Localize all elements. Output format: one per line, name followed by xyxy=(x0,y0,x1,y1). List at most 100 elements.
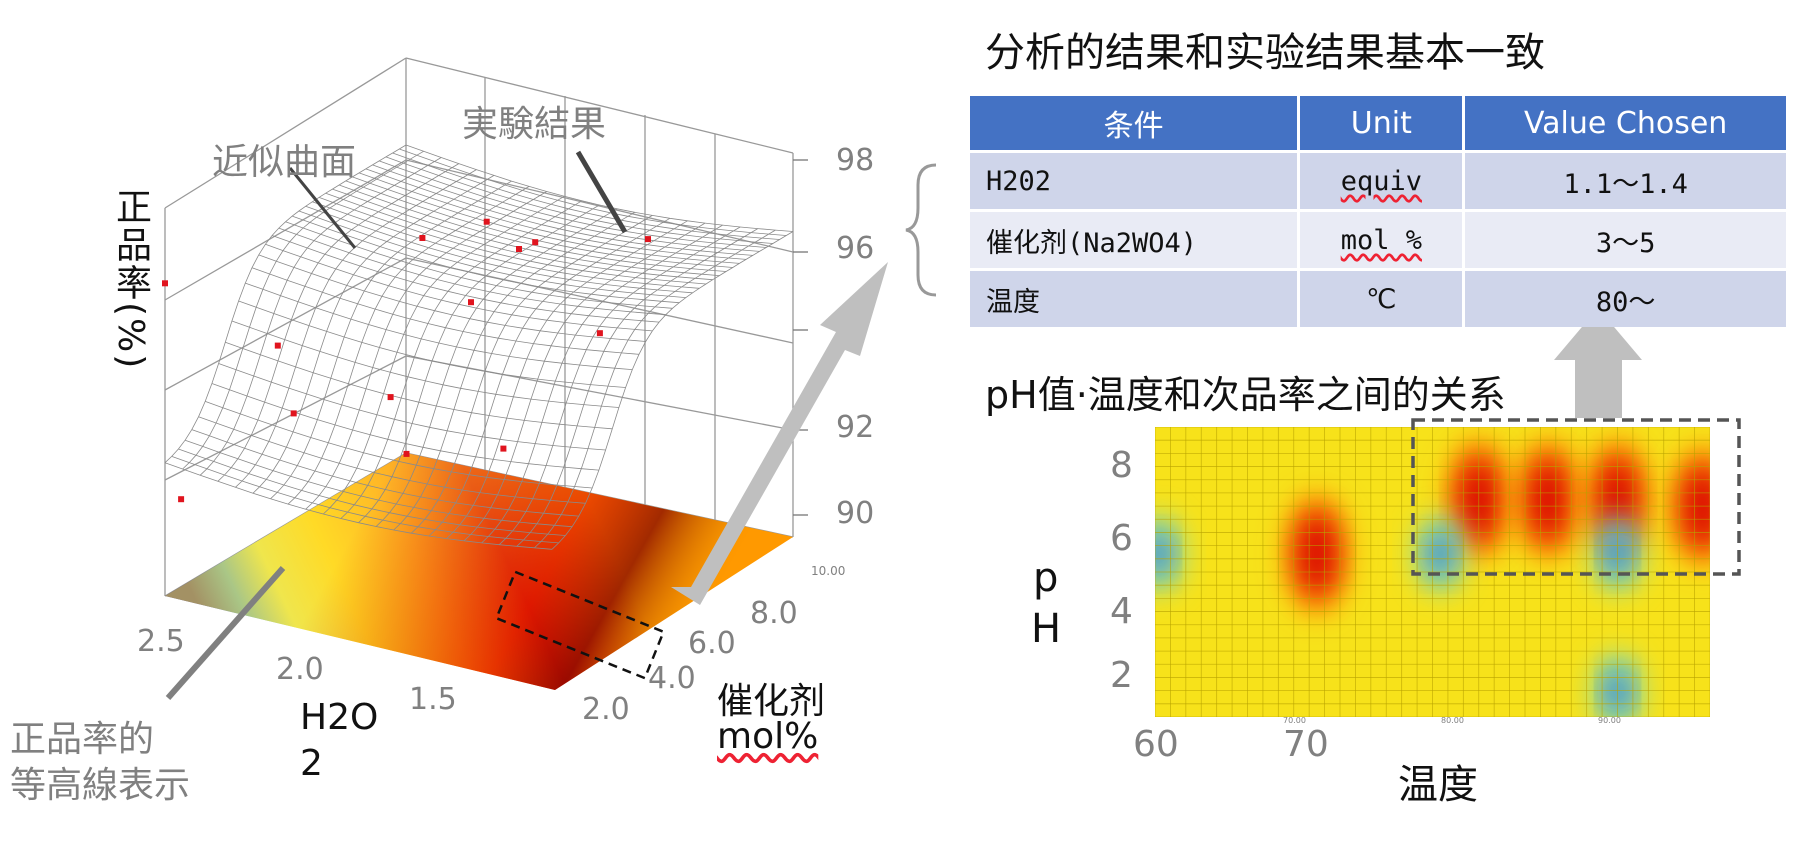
table-header-condition: 条件 xyxy=(970,96,1301,150)
table-cell: 温度 xyxy=(970,268,1301,327)
experiment-point xyxy=(387,394,394,401)
table-cell: 80〜 xyxy=(1465,268,1786,327)
experiment-point xyxy=(419,235,426,241)
table-row: H202 equiv 1.1〜1.4 xyxy=(970,150,1786,209)
experiment-point xyxy=(290,410,297,417)
surface-mesh-line xyxy=(217,163,460,482)
y-tick-8.0: 8.0 xyxy=(750,596,798,631)
surface-mesh-line xyxy=(534,229,776,549)
heatmap-x-small-tick-70: 70.00 xyxy=(1283,716,1306,725)
surface-mesh-line xyxy=(481,224,723,544)
contour-floor xyxy=(165,453,793,690)
heatmap-title: pH值·温度和次品率之间的关系 xyxy=(985,373,1506,417)
heatmap-grid xyxy=(1155,427,1710,717)
surface-mesh-line xyxy=(270,180,512,500)
experiment-point xyxy=(500,445,507,452)
experiment-point xyxy=(274,342,281,349)
heatmap-ylabel-h: H xyxy=(1031,606,1062,652)
experiment-point xyxy=(645,236,651,243)
heatmap-hot-spot-core xyxy=(1682,464,1710,549)
x-tick-2.0: 2.0 xyxy=(276,652,324,687)
heatmap-ylabel-p: p xyxy=(1033,555,1059,601)
heatmap-y-tick-6: 6 xyxy=(1110,518,1133,559)
conditions-table: 条件 Unit Value Chosen H202 equiv 1.1〜1.4 … xyxy=(970,96,1786,327)
surface-mesh-line xyxy=(411,215,653,534)
surface-mesh-line xyxy=(323,195,565,515)
experiment-point xyxy=(468,299,474,306)
heatmap-x-small-tick-80: 80.00 xyxy=(1441,716,1464,725)
heatmap-cool-spot-core xyxy=(1155,533,1171,574)
heatmap-x-tick-70: 70 xyxy=(1283,724,1329,765)
experiment-point xyxy=(403,450,410,457)
experiment-point xyxy=(483,218,490,225)
pointer-line-contour xyxy=(165,566,286,700)
surface-mesh-line xyxy=(199,157,442,476)
heatmap-y-tick-8: 8 xyxy=(1110,445,1133,486)
surface-mesh-line xyxy=(463,222,706,542)
annotation-contour-line2: 等高線表示 xyxy=(10,765,191,806)
table-row: 温度 ℃ 80〜 xyxy=(970,268,1786,327)
y-axis-label-line2: mol% xyxy=(717,716,819,757)
surface-mesh-line xyxy=(340,200,583,519)
table-cell: 3〜5 xyxy=(1465,209,1786,268)
surface-mesh-line xyxy=(358,204,600,523)
surface-mesh-line xyxy=(428,217,671,537)
annotation-contour-line1: 正品率的 xyxy=(10,719,155,760)
table-cell-unit: mol % xyxy=(1340,224,1422,256)
x-axis-label-line1: H2O xyxy=(300,697,379,738)
table-cell-unit: equiv xyxy=(1340,165,1422,197)
experiment-point xyxy=(516,246,522,252)
table-cell: equiv xyxy=(1300,150,1466,209)
heatmap-cool-spot-core xyxy=(1428,533,1453,574)
surface-mesh-line xyxy=(182,150,424,470)
table-header-row: 条件 Unit Value Chosen xyxy=(970,96,1786,150)
y-tick-6.0: 6.0 xyxy=(688,626,736,661)
y-axis-label-line1: 催化剂 xyxy=(717,681,826,722)
x-axis-label-line2: 2 xyxy=(300,743,323,784)
z-axis-label: 正品率(%) xyxy=(110,188,151,371)
experiment-points xyxy=(162,218,651,503)
table-cell: mol % xyxy=(1300,209,1466,268)
heatmap-hot-spot-core xyxy=(1296,511,1337,596)
x-tick-1.5: 1.5 xyxy=(409,682,457,717)
z-tick-90: 90 xyxy=(836,496,875,531)
surface-mesh-line xyxy=(446,220,688,539)
heatmap-x-tick-60: 60 xyxy=(1133,724,1179,765)
table-header-unit: Unit xyxy=(1300,96,1466,150)
table-title: 分析的结果和实验结果基本一致 xyxy=(985,30,1545,76)
table-cell: 1.1〜1.4 xyxy=(1465,150,1786,209)
table-cell: 催化剂(Na2WO4) xyxy=(970,209,1301,268)
optimal-region-dashed-box xyxy=(494,570,666,680)
annotation-experiment-results: 実験結果 xyxy=(462,104,607,145)
surface-mesh-line xyxy=(516,228,759,547)
surface-mesh-line xyxy=(305,191,547,510)
z-tick-96: 96 xyxy=(836,231,875,266)
pointer-line-surface xyxy=(288,167,357,249)
table-header-value: Value Chosen xyxy=(1465,96,1786,150)
heatmap-hot-spot-core xyxy=(1528,457,1569,542)
y-tick-2.0: 2.0 xyxy=(582,692,630,727)
z-tick-92: 92 xyxy=(836,410,875,445)
surface-mesh-line xyxy=(235,169,477,488)
table-cell: ℃ xyxy=(1300,268,1466,327)
table-cell: H202 xyxy=(970,150,1301,209)
surface-mesh-line xyxy=(375,208,618,527)
heatmap-y-tick-2: 2 xyxy=(1110,655,1133,696)
selected-region-dashed-box xyxy=(1411,418,1741,576)
heatmap-y-tick-4: 4 xyxy=(1110,591,1133,632)
surface-mesh-line xyxy=(252,175,495,494)
response-surface-3d-chart xyxy=(162,57,808,700)
experiment-point xyxy=(596,330,603,337)
heatmap-blobs xyxy=(1155,439,1710,717)
heatmap-x-small-tick-90: 90.00 xyxy=(1598,716,1621,725)
experiment-point xyxy=(162,280,168,287)
surface-mesh-line xyxy=(164,144,407,463)
x-tick-2.5: 2.5 xyxy=(137,624,185,659)
annotation-approximate-surface: 近似曲面 xyxy=(212,142,357,183)
surface-mesh-line xyxy=(393,211,635,531)
y-tick-10: 10.00 xyxy=(811,564,846,578)
table-row: 催化剂(Na2WO4) mol % 3〜5 xyxy=(970,209,1786,268)
z-tick-98: 98 xyxy=(836,143,875,178)
experiment-point xyxy=(178,496,185,503)
